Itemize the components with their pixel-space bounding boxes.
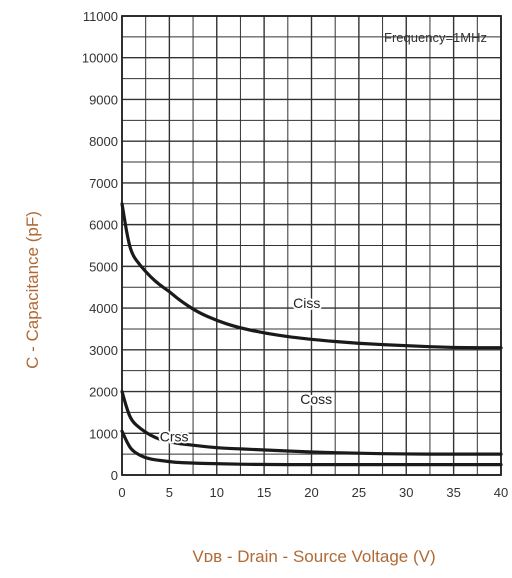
y-tick-label: 11000	[83, 9, 118, 24]
series-lines	[120, 202, 503, 467]
y-tick-label: 7000	[89, 176, 118, 191]
y-tick-label: 9000	[89, 92, 118, 107]
y-axis-label: C - Capacitance (pF)	[23, 211, 42, 369]
x-tick-label: 0	[118, 485, 125, 500]
x-tick-label: 15	[257, 485, 271, 500]
y-tick-label: 3000	[89, 343, 118, 358]
x-tick-label: 40	[494, 485, 508, 500]
tick-labels: 0100020003000400050006000700080009000100…	[82, 9, 508, 500]
series-label-ciss: Ciss	[293, 295, 320, 311]
x-tick-label: 10	[210, 485, 224, 500]
x-tick-label: 25	[352, 485, 366, 500]
series-label-crss: Crss	[160, 429, 189, 445]
y-tick-label: 1000	[89, 426, 118, 441]
series-line-ciss	[120, 202, 503, 350]
series-label-coss: Coss	[300, 391, 332, 407]
x-axis-label: Vᴅʙ - Drain - Source Voltage (V)	[192, 547, 435, 566]
x-tick-label: 30	[399, 485, 413, 500]
y-tick-label: 6000	[89, 218, 118, 233]
y-tick-label: 0	[111, 468, 118, 483]
series-labels: Ciss Coss Crss	[158, 293, 334, 447]
y-tick-label: 4000	[89, 301, 118, 316]
frequency-annotation: Frequency=1MHz	[384, 30, 487, 45]
series-line-coss	[120, 389, 503, 456]
x-tick-label: 20	[304, 485, 318, 500]
x-tick-label: 5	[166, 485, 173, 500]
x-tick-label: 35	[446, 485, 460, 500]
plot-frame	[121, 15, 502, 476]
y-tick-label: 10000	[82, 51, 118, 66]
grid	[121, 15, 502, 476]
y-tick-label: 2000	[89, 385, 118, 400]
series-line-crss	[120, 429, 503, 467]
y-tick-label: 8000	[89, 134, 118, 149]
y-tick-label: 5000	[89, 259, 118, 274]
